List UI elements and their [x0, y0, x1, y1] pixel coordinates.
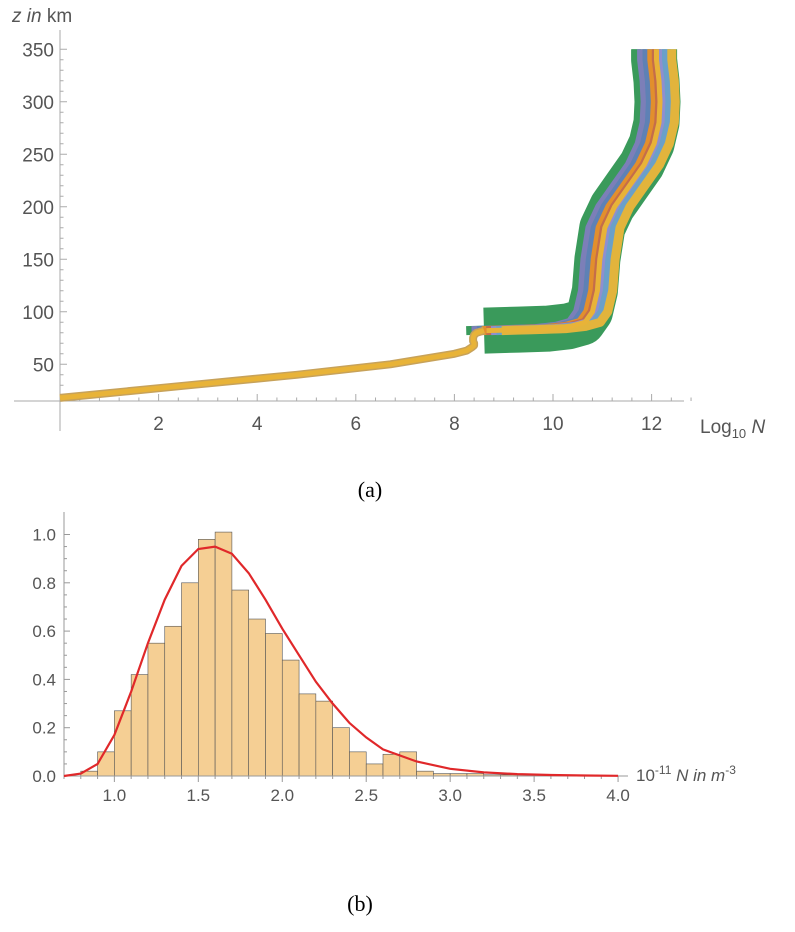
x-axis-title-b: 10-11 N in m-3	[636, 763, 736, 785]
x-tick-label-b: 1.5	[186, 786, 210, 805]
series-line-highlight	[486, 49, 663, 334]
profile-chart-series	[59, 36, 681, 402]
y-axis-title: z in km	[11, 6, 72, 27]
histogram-bar	[298, 693, 317, 777]
profile-chart-ticks: 50 100 150 200 250 300 350 2 4 6 8 10 12	[22, 40, 692, 435]
x-tick-label: 10	[542, 414, 563, 435]
histogram-bar	[349, 751, 367, 777]
y-tick-label-b: 0.4	[32, 670, 56, 689]
y-tick-label: 200	[22, 198, 54, 219]
caption-b: (b)	[347, 891, 373, 916]
x-tick-label: 6	[351, 414, 362, 435]
series-line-lower-shadow	[59, 326, 486, 402]
x-tick-label: 2	[153, 414, 164, 435]
x-tick-label-b: 2.5	[354, 786, 378, 805]
histogram-bar	[214, 531, 233, 777]
histogram-bar	[181, 582, 199, 777]
histogram-bar	[97, 751, 115, 777]
x-axis-title: Log10 N	[700, 417, 765, 441]
x-tick-label-b: 3.0	[438, 786, 462, 805]
x-tick-label: 8	[449, 414, 460, 435]
histogram-bar	[265, 633, 283, 777]
histogram-bar	[147, 642, 166, 777]
histogram-bar	[382, 753, 401, 777]
y-tick-label-b: 0.2	[32, 719, 56, 738]
caption-a: (a)	[358, 477, 382, 502]
fit-curve	[63, 545, 619, 778]
y-tick-label: 100	[22, 303, 54, 324]
histogram-bar	[198, 539, 216, 777]
y-tick-label: 300	[22, 93, 54, 114]
y-tick-label-b: 0.8	[32, 574, 56, 593]
y-tick-label-b: 0.0	[32, 767, 56, 786]
histogram-ticks: 0.0 0.2 0.4 0.6 0.8 1.0 1.0 1.5 2.0 2.5 3.0 3.5 4.0	[32, 526, 630, 806]
histogram-bars	[80, 531, 552, 777]
x-tick-label-b: 2.0	[270, 786, 294, 805]
y-tick-label-b: 1.0	[32, 526, 56, 545]
series-line	[501, 49, 680, 336]
histogram-bar	[281, 659, 300, 777]
x-tick-label: 12	[641, 414, 662, 435]
x-tick-label-b: 4.0	[606, 786, 630, 805]
y-tick-label: 50	[33, 355, 54, 376]
histogram-bar	[130, 674, 149, 777]
histogram-bar	[248, 618, 266, 777]
y-tick-label-b: 0.6	[32, 622, 56, 641]
y-tick-label: 150	[22, 250, 54, 271]
histogram-chart: 0.00.20.40.60.81.01.0 1.5 2.0 2.5 3.0 3.5 4.0 …	[32, 512, 736, 916]
x-tick-label: 4	[252, 414, 263, 435]
histogram-bar	[164, 625, 182, 777]
y-tick-label: 250	[22, 145, 54, 166]
histogram-bar	[416, 770, 434, 777]
series-line-lower	[59, 328, 485, 401]
histogram-bar	[332, 727, 350, 777]
y-tick-label: 350	[22, 40, 54, 61]
histogram-bar	[365, 763, 384, 777]
x-tick-label-b: 1.0	[103, 786, 127, 805]
histogram-bar	[315, 700, 333, 777]
profile-chart: 50 100 150 200 250 300 350 2 4 6 8 10 12 z in km Log…	[11, 6, 765, 502]
histogram-bar	[114, 710, 132, 777]
histogram-bar	[231, 589, 249, 777]
x-tick-label-b: 3.5	[522, 786, 546, 805]
